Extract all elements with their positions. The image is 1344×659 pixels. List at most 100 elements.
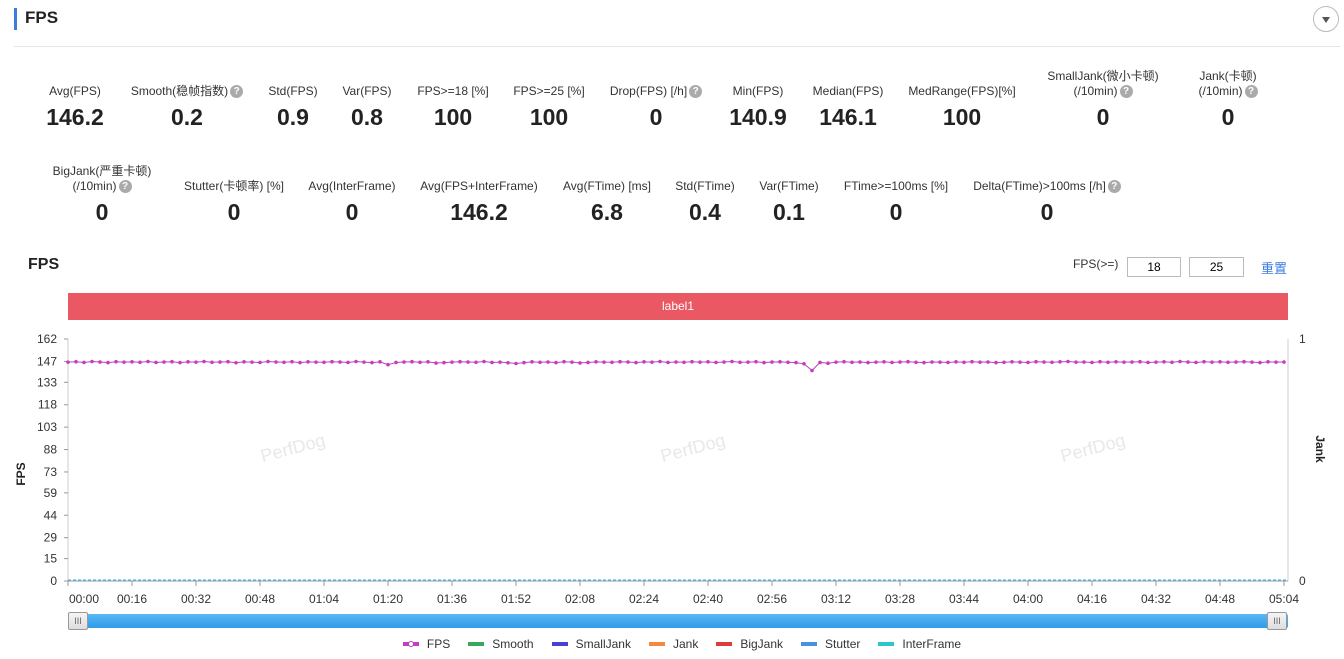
fps-point [1106, 360, 1110, 365]
stat-value: 0.2 [171, 104, 203, 130]
stat-stats_row2-0: BigJank(严重卡顿) (/10min)? 0 [22, 164, 182, 226]
legend: FPS Smooth SmallJank Jank BigJank Stutter Inte… [0, 637, 1344, 651]
threshold-input-1[interactable] [1127, 257, 1181, 277]
x-tick-label: 02:56 [757, 592, 787, 606]
stat-value: 0 [889, 199, 903, 225]
fps-point [274, 360, 278, 364]
fps-point [770, 360, 774, 364]
fps-point [954, 360, 958, 364]
fps-point [986, 360, 990, 364]
fps-point [858, 360, 862, 364]
stat-stats_row1-6: Drop(FPS) [/h]? 0 [576, 69, 736, 131]
stat-stats_row1-11: Jank(卡顿) (/10min)? 0 [1148, 69, 1308, 131]
time-range-slider[interactable] [68, 614, 1288, 628]
legend-item-bigjank[interactable]: BigJank [716, 637, 783, 651]
fps-point [538, 360, 542, 365]
fps-point [1002, 360, 1006, 365]
fps-point [578, 361, 582, 365]
fps-point [1234, 360, 1238, 364]
stat-stats_row1-3: Var(FPS) 0.8 [287, 69, 447, 131]
fps-point [1154, 360, 1158, 364]
help-icon[interactable]: ? [118, 180, 132, 194]
x-tick-label: 03:12 [821, 592, 851, 606]
y2-tick-label: 1 [1299, 332, 1306, 346]
stat-stats_row1-0: Avg(FPS) 146.2 [0, 69, 155, 131]
fps-point [1258, 360, 1262, 365]
help-icon[interactable]: ? [230, 85, 244, 99]
legend-item-smalljank[interactable]: SmallJank [551, 637, 631, 651]
legend-label: BigJank [740, 637, 784, 651]
fps-point [474, 360, 478, 365]
fps-point [610, 360, 614, 365]
legend-item-jank[interactable]: Jank [648, 637, 698, 651]
fps-point [962, 360, 966, 365]
watermark: PerfDog [658, 429, 728, 467]
stat-value: 0.4 [689, 199, 721, 225]
fps-point [242, 360, 246, 364]
fps-point [466, 360, 470, 364]
fps-point [226, 359, 230, 364]
collapse-toggle-chevron-down-icon[interactable] [1313, 6, 1339, 32]
y-tick-label: 118 [38, 398, 57, 412]
fps-point [74, 359, 78, 364]
stat-label-text: Smooth(稳帧指数) [130, 84, 229, 98]
fps-point [834, 360, 838, 364]
label-band[interactable]: label1 [68, 293, 1288, 320]
help-icon[interactable]: ? [1119, 85, 1133, 99]
fps-point [666, 360, 670, 365]
stat-label: SmallJank(微小卡顿) (/10min)? [1023, 69, 1183, 99]
fps-point [370, 360, 374, 365]
fps-point [1018, 360, 1022, 364]
stat-stats_row1-8: Median(FPS) 146.1 [768, 69, 928, 131]
stat-label: Jank(卡顿) (/10min)? [1148, 69, 1308, 99]
fps-point [146, 359, 150, 364]
help-icon[interactable]: ? [1107, 180, 1121, 194]
help-icon[interactable]: ? [1244, 85, 1258, 99]
fps-point [794, 360, 798, 365]
fps-point [1242, 359, 1246, 364]
threshold-input-2[interactable] [1189, 257, 1244, 277]
fps-point [1066, 359, 1070, 364]
fps-point [786, 360, 790, 365]
stat-label-text: Median(FPS) [812, 84, 884, 98]
fps-point [938, 360, 942, 364]
fps-point [762, 360, 766, 365]
reset-link[interactable]: 重置 [1261, 261, 1288, 276]
stat-label-text: Var(FPS) [342, 84, 392, 98]
stat-label-text: Std(FTime) [675, 179, 735, 193]
stat-value: 0 [1096, 104, 1110, 130]
fps-point [1050, 360, 1054, 365]
fps-point [898, 360, 902, 364]
legend-item-fps[interactable]: FPS [402, 637, 450, 651]
fps-point [1202, 359, 1206, 364]
fps-point [826, 361, 830, 366]
x-tick-label: 01:52 [501, 592, 531, 606]
stat-value: 146.1 [819, 104, 877, 130]
slider-handle-left[interactable]: III [68, 612, 88, 630]
slider-handle-right[interactable]: III [1267, 612, 1287, 630]
fps-point [1226, 360, 1230, 365]
legend-item-interframe[interactable]: InterFrame [878, 637, 961, 651]
fps-point [498, 360, 502, 364]
legend-label: Stutter [825, 637, 861, 651]
y-tick-label: 147 [37, 354, 57, 368]
fps-point [186, 360, 190, 364]
fps-point [810, 368, 814, 373]
legend-swatch-icon [801, 642, 818, 646]
fps-point [506, 360, 510, 365]
legend-label: InterFrame [902, 637, 962, 651]
stat-value: 0 [227, 199, 241, 225]
stat-label-text: Var(FTime) [759, 179, 819, 193]
legend-item-stutter[interactable]: Stutter [801, 637, 860, 651]
stat-label-text: Avg(FPS+InterFrame) [420, 179, 538, 193]
legend-item-smooth[interactable]: Smooth [468, 637, 534, 651]
help-icon[interactable]: ? [689, 85, 703, 99]
y-tick-label: 103 [37, 420, 57, 434]
stat-label: Avg(InterFrame) [272, 164, 432, 194]
threshold-label: FPS(>=) [1073, 257, 1119, 271]
fps-point [218, 360, 222, 364]
fps-point [922, 360, 926, 365]
fps-point [642, 360, 646, 364]
x-tick-label: 00:16 [117, 592, 147, 606]
fps-point [1138, 359, 1142, 364]
